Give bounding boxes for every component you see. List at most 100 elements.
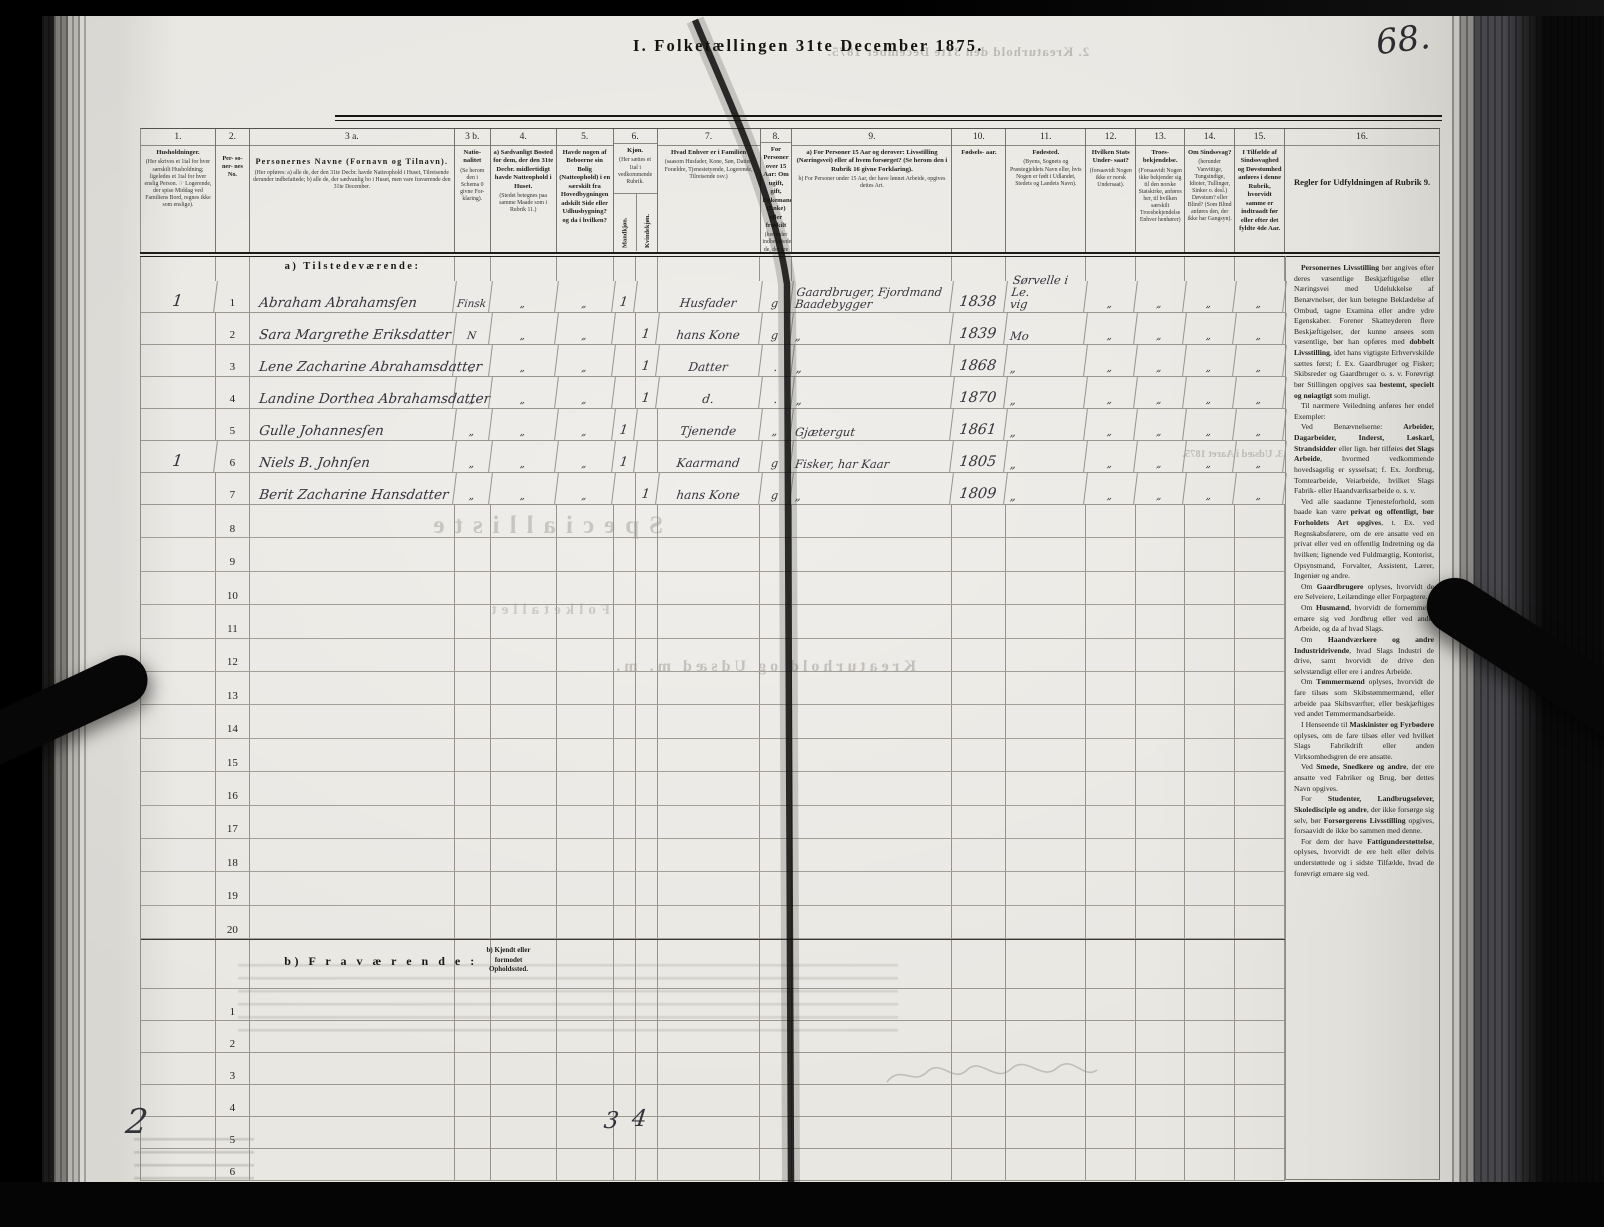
cell-hh — [141, 605, 216, 638]
cell-place: „ — [1004, 377, 1089, 408]
instructions-paragraph: For Studenter, Landbrugselever, Skoledis… — [1294, 794, 1435, 836]
cell-c12 — [1086, 638, 1137, 671]
cell-c5 — [557, 257, 614, 281]
cell-st: g — [758, 313, 795, 344]
cell-nat — [455, 538, 491, 571]
cell-c4 — [491, 571, 557, 605]
column-sublabel: Kvindekjøn. — [635, 194, 657, 251]
cell-occ — [792, 738, 953, 772]
cell-born — [952, 738, 1007, 772]
cell-fam: hans Kone — [655, 473, 763, 504]
column-header-13: 13. Troes- bekjendelse. (Forsaavidt Nogen … — [1136, 129, 1186, 252]
cell-st — [760, 638, 793, 671]
cell-c4 — [491, 671, 557, 705]
cell-hh — [141, 377, 216, 408]
cell-name — [250, 605, 455, 638]
cell-place — [1006, 1117, 1087, 1149]
cell-c14 — [1185, 705, 1236, 738]
cell-c15 — [1235, 838, 1285, 872]
cell-c5 — [557, 872, 614, 905]
cell-c4 — [491, 705, 557, 738]
cell-place — [1006, 772, 1087, 805]
cell-place — [1006, 1021, 1087, 1053]
cell-k — [636, 705, 658, 738]
column-label: Fødested. (Byens, Sognets og Præstegjelde… — [1009, 149, 1082, 187]
column-number: 2. — [215, 129, 249, 146]
cell-born — [952, 257, 1007, 281]
cell-m — [614, 345, 636, 376]
cell-c12: „ — [1084, 441, 1139, 472]
column-label: I Tilfælde af Sindssvaghed og Døvstumhed… — [1237, 149, 1282, 232]
cell-c15 — [1235, 638, 1285, 671]
cell-c4 — [491, 1117, 557, 1149]
cell-c4 — [491, 605, 557, 638]
cell-c13 — [1136, 905, 1186, 939]
cell-c12 — [1086, 505, 1137, 538]
cell-c12: „ — [1084, 313, 1139, 344]
cell-occ: „ — [790, 313, 955, 344]
cell-c5 — [557, 571, 614, 605]
cell-c5 — [557, 605, 614, 638]
table-row: 2 Sara Margrethe Eriksdatter N „ „ 1 hans Kone… — [141, 313, 1287, 345]
cell-m — [614, 1021, 636, 1053]
column-header-12: 12. Hvilken Stats Under- saat? (forsaavidt… — [1086, 129, 1137, 252]
cell-born — [952, 1117, 1007, 1149]
cell-fam: d. — [655, 377, 763, 408]
cell-c14 — [1185, 989, 1236, 1021]
cell-no: 11 — [216, 605, 250, 638]
cell-m — [614, 571, 636, 605]
table-header: 1. Husholdninger. (Her skrives et 1tal for… — [140, 128, 1440, 252]
cell-c4 — [491, 1053, 557, 1085]
cell-occ — [792, 1149, 953, 1181]
cell-c4 — [491, 638, 557, 671]
cell-occ — [792, 1117, 953, 1149]
cell-born: 1805 — [950, 441, 1009, 472]
cell-c14 — [1185, 905, 1236, 939]
cell-m — [614, 905, 636, 939]
cell-c5: „ — [554, 473, 616, 504]
cell-k — [636, 940, 658, 989]
cell-c13 — [1136, 872, 1186, 905]
cell-name — [250, 838, 455, 872]
cell-name — [250, 1085, 455, 1117]
cell-c14: „ — [1183, 345, 1237, 376]
cell-hh — [141, 313, 216, 344]
cell-m — [614, 838, 636, 872]
cell-no: 3 — [216, 1053, 250, 1085]
cell-no: 13 — [216, 671, 250, 705]
cell-c15 — [1235, 1053, 1285, 1085]
table-row: 19 — [141, 872, 1285, 906]
cell-c15: „ — [1233, 473, 1287, 504]
cell-hh — [141, 838, 216, 872]
cell-occ — [792, 1053, 953, 1085]
cell-c15 — [1235, 1085, 1285, 1117]
cell-k — [636, 409, 658, 440]
column-label: Personernes Navne (Fornavn og Tilnavn).(… — [253, 157, 451, 190]
column-label: Husholdninger. (Her skrives et 1tal for h… — [144, 149, 212, 208]
cell-c13 — [1136, 838, 1186, 872]
table-row: 11 — [141, 605, 1285, 639]
cell-hh — [141, 738, 216, 772]
cell-c5 — [557, 1149, 614, 1181]
cell-c13 — [1136, 1149, 1186, 1181]
column-header-14: 14. Om Sindssvag? (herunder Vanvittige, Tu… — [1185, 129, 1236, 252]
cell-nat: „ — [452, 409, 493, 440]
cell-c4: „ — [488, 441, 559, 472]
section-a-title: a) Tilstedeværende: — [284, 261, 421, 272]
cell-occ — [792, 989, 953, 1021]
instructions-paragraph: Ved Benævnelserne: Arbeider, Dagarbeider… — [1294, 422, 1434, 496]
column-number: 6. — [613, 129, 657, 144]
cell-c13 — [1136, 805, 1186, 838]
cell-c4: „ — [488, 313, 559, 344]
cell-place — [1006, 1085, 1087, 1117]
cell-hh — [141, 940, 216, 989]
cell-c15: „ — [1233, 441, 1287, 472]
cell-name — [250, 905, 455, 939]
cell-born — [952, 1085, 1007, 1117]
cell-c14: „ — [1183, 409, 1237, 440]
cell-fam: Tjenende — [655, 409, 763, 440]
cell-c13 — [1136, 705, 1186, 738]
cell-occ — [792, 772, 953, 805]
cell-m — [614, 1117, 636, 1149]
cell-occ — [792, 1021, 953, 1053]
